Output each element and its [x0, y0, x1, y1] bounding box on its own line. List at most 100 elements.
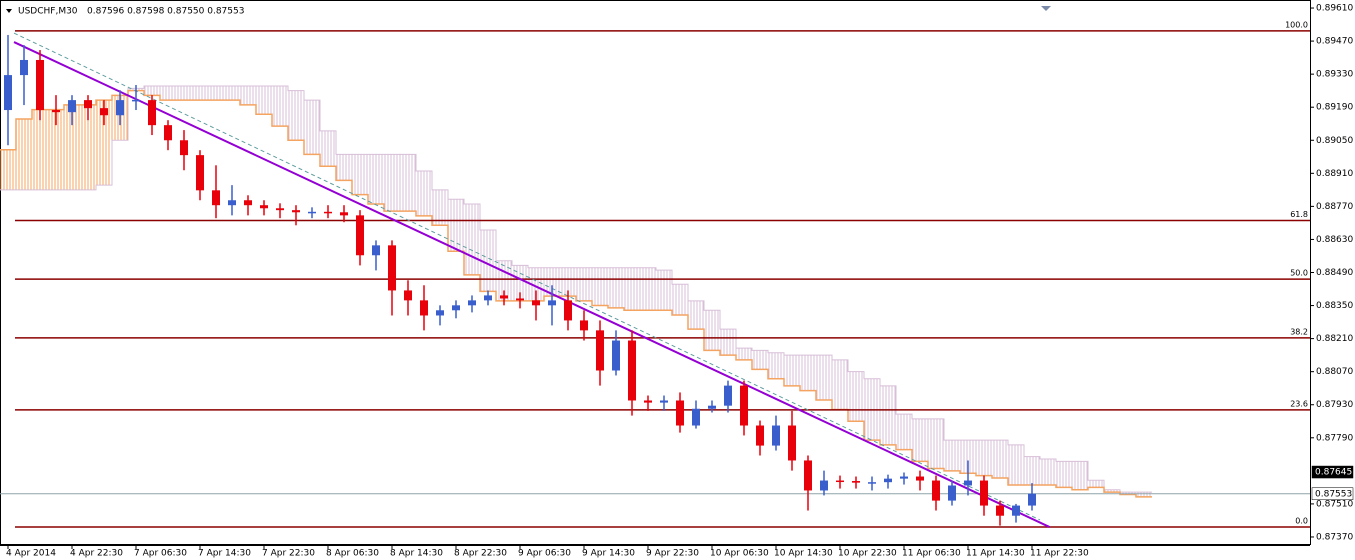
candle-body: [100, 108, 108, 116]
candle-body: [820, 480, 828, 491]
cloud: [272, 85, 288, 127]
cloud: [928, 418, 944, 469]
cloud: [0, 149, 16, 190]
cloud: [848, 371, 864, 422]
cloud: [912, 418, 928, 462]
x-tick-label: 11 Apr 14:30: [966, 549, 1025, 559]
price-label: 0.87645: [1315, 468, 1352, 478]
candle-body: [740, 385, 748, 426]
cloud: [624, 267, 640, 311]
cloud: [160, 85, 176, 101]
cloud: [352, 154, 368, 195]
candle-body: [852, 481, 860, 483]
cloud: [560, 267, 576, 297]
candle-body: [52, 110, 60, 113]
cloud: [256, 85, 272, 115]
cloud: [832, 359, 848, 410]
x-tick-label: 8 Apr 06:30: [326, 549, 379, 559]
cloud: [1072, 461, 1088, 490]
cloud: [176, 85, 192, 101]
candle-body: [996, 505, 1004, 516]
fib-label: 61.8: [1290, 210, 1308, 219]
candle-body: [276, 208, 284, 211]
cloud: [368, 154, 384, 205]
candle-body: [436, 310, 444, 316]
candle-body: [148, 100, 156, 126]
candle-body: [1028, 493, 1036, 506]
y-tick-label: 0.88070: [1316, 367, 1353, 377]
candle-body: [452, 305, 460, 311]
y-tick-label: 0.87930: [1316, 400, 1353, 410]
x-tick-label: 10 Apr 14:30: [774, 549, 833, 559]
cloud: [768, 352, 784, 379]
candle-body: [756, 425, 764, 446]
cloud: [64, 104, 80, 190]
cloud: [640, 267, 656, 311]
cloud: [240, 85, 256, 105]
y-tick-label: 0.88210: [1316, 334, 1353, 344]
candle-body: [388, 245, 396, 291]
candle-body: [180, 140, 188, 156]
candle-body: [900, 476, 908, 479]
collapse-icon[interactable]: [6, 9, 12, 13]
candle-body: [980, 480, 988, 506]
candle-body: [372, 245, 380, 256]
y-tick-label: 0.88350: [1316, 301, 1353, 311]
candle-body: [564, 300, 572, 321]
candle-body: [804, 460, 812, 491]
candle-body: [36, 59, 44, 111]
y-tick-label: 0.89050: [1316, 136, 1353, 146]
candle-body: [836, 480, 844, 483]
current-price-label: 0.87553: [1315, 489, 1352, 499]
cloud: [736, 348, 752, 360]
cloud: [416, 170, 432, 216]
cloud: [80, 104, 96, 190]
candle-body: [260, 205, 268, 209]
cloud-edge: [0, 89, 1152, 498]
cloud: [448, 199, 464, 252]
cloud: [1104, 489, 1120, 493]
cloud: [288, 90, 304, 141]
candle-body: [164, 125, 172, 141]
cloud: [432, 189, 448, 226]
cloud: [1024, 456, 1040, 486]
x-tick-label: 4 Apr 2014: [6, 549, 56, 559]
candle-body: [628, 340, 636, 401]
candle-body: [516, 298, 524, 301]
cloud: [224, 85, 240, 101]
candle-body: [676, 400, 684, 426]
candle-body: [580, 320, 588, 331]
cloud: [992, 440, 1008, 478]
price-label-box: [1311, 465, 1354, 479]
trendline: [13, 41, 1051, 528]
candle-body: [660, 400, 668, 403]
candle-body: [884, 478, 892, 483]
cloud: [672, 284, 688, 316]
candle-body: [324, 211, 332, 214]
candle-body: [84, 100, 92, 109]
y-tick-label: 0.89190: [1316, 103, 1353, 113]
shift-marker[interactable]: [1041, 6, 1051, 11]
x-tick-label: 11 Apr 22:30: [1030, 549, 1089, 559]
cloud: [800, 355, 816, 391]
x-tick-label: 10 Apr 06:30: [710, 549, 769, 559]
candle-body: [212, 190, 220, 206]
cloud: [1088, 480, 1104, 488]
cloud: [400, 154, 416, 212]
y-tick-label: 0.87370: [1316, 532, 1353, 542]
candle-body: [500, 295, 508, 299]
cloud: [704, 310, 720, 351]
cloud: [896, 414, 912, 450]
x-tick-label: 7 Apr 22:30: [262, 549, 315, 559]
cloud: [880, 385, 896, 445]
cloud: [608, 267, 624, 308]
cloud: [976, 440, 992, 476]
cloud: [32, 109, 48, 190]
candle-body: [596, 330, 604, 371]
cloud: [304, 100, 320, 155]
candle-body: [644, 400, 652, 403]
candle-body: [468, 300, 476, 306]
cloud: [48, 109, 64, 190]
candle-body: [916, 476, 924, 481]
cloud: [1056, 461, 1072, 488]
